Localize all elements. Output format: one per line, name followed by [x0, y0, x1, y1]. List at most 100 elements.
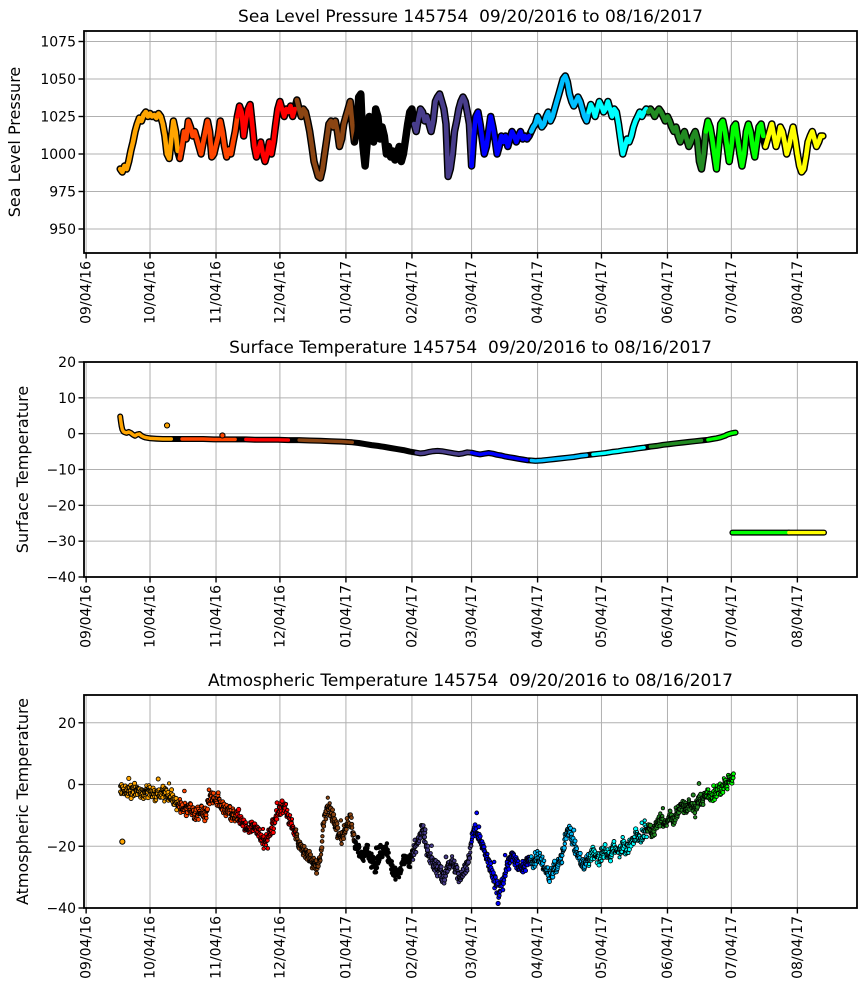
x-tick-label: 09/04/16 [79, 585, 95, 648]
scatter-point [204, 806, 210, 812]
scatter-point [167, 781, 172, 786]
scatter-point [384, 841, 390, 846]
scatter-point [265, 846, 271, 851]
y-tick-label: −10 [46, 463, 76, 479]
scatter-point [339, 841, 344, 847]
x-tick-label: 10/04/16 [143, 916, 159, 979]
scatter-point [374, 865, 380, 871]
scatter-point [425, 843, 431, 849]
plot-title: Atmospheric Temperature 145754 09/20/201… [208, 671, 733, 691]
x-tick-label: 09/04/16 [79, 261, 95, 324]
scatter-point [274, 816, 280, 822]
data-line-segment [591, 445, 646, 457]
scatter-point [283, 802, 289, 807]
scatter-point [361, 858, 366, 864]
scatter-point [465, 859, 471, 865]
scatter-point [644, 834, 649, 840]
data-line-segment [352, 91, 415, 169]
y-tick-label: −20 [46, 839, 76, 855]
scatter-point [522, 868, 529, 874]
scatter-point [506, 866, 512, 872]
scatter-point [617, 855, 622, 860]
scatter-point [177, 796, 183, 802]
data-line-segment [703, 118, 766, 172]
scatter-point [501, 878, 507, 883]
x-tick-label: 08/04/17 [790, 261, 806, 324]
data-line-segment [297, 438, 354, 444]
y-tick-label: −40 [46, 901, 76, 917]
data-layer [117, 413, 827, 536]
outlier-point [163, 422, 171, 429]
scatter-point [341, 836, 346, 842]
x-tick-label: 12/04/16 [272, 585, 288, 648]
x-tick-label: 02/04/17 [404, 585, 420, 648]
data-line-segment [357, 441, 412, 454]
scatter-point [320, 834, 325, 839]
y-tick-label: 1050 [40, 72, 76, 88]
scatter-point [287, 813, 293, 818]
x-tick-label: 12/04/16 [272, 261, 288, 324]
data-line-segment [117, 109, 180, 175]
x-tick-label: 09/04/16 [79, 916, 95, 979]
scatter-point [545, 865, 551, 870]
scatter-point [572, 838, 578, 844]
scatter-point [321, 823, 327, 829]
x-tick-label: 02/04/17 [404, 261, 420, 324]
scatter-point [443, 873, 449, 879]
scatter-point [344, 827, 349, 832]
y-tick-label: −40 [46, 570, 76, 586]
scatter-point [393, 877, 398, 882]
scatter-point [211, 790, 216, 796]
scatter-point [599, 858, 604, 863]
x-tick-label: 08/04/17 [790, 916, 806, 979]
scatter-point [424, 847, 431, 853]
scatter-point [477, 833, 483, 839]
scatter-point [602, 842, 608, 848]
scatter-point [408, 865, 413, 870]
scatter-point [314, 870, 320, 876]
x-tick-label: 03/04/17 [464, 916, 480, 979]
scatter-point [257, 827, 262, 832]
x-tick-label: 10/04/16 [143, 585, 159, 648]
scatter-point [660, 806, 665, 811]
scatter-point [720, 790, 726, 795]
x-tick-label: 02/04/17 [404, 916, 420, 979]
y-tick-label: 1000 [40, 147, 76, 163]
data-line-segment [244, 437, 291, 442]
scatter-point [692, 810, 698, 816]
scatter-point [730, 775, 736, 781]
y-tick-label: −30 [46, 534, 76, 550]
x-tick-label: 06/04/17 [660, 585, 676, 648]
x-tick-label: 05/04/17 [594, 916, 610, 979]
scatter-point [465, 868, 470, 873]
x-tick-label: 04/04/17 [530, 261, 546, 324]
scatter-point [356, 844, 362, 850]
scatter-point [196, 817, 201, 822]
scatter-point [571, 827, 577, 833]
scatter-point [323, 816, 329, 822]
axes-spines [83, 30, 858, 254]
x-tick-label: 04/04/17 [530, 916, 546, 979]
scatter-point [397, 875, 402, 880]
scatter-point [320, 828, 325, 833]
y-tick-label: 1025 [40, 110, 76, 126]
scatter-point [577, 850, 583, 856]
scatter-point [319, 852, 324, 857]
scatter-point [334, 821, 340, 827]
scatter-point [608, 858, 613, 864]
scatter-point [169, 787, 175, 793]
x-tick-label: 08/04/17 [790, 585, 806, 648]
x-tick-label: 11/04/16 [209, 261, 225, 324]
x-tick-label: 01/04/17 [338, 916, 354, 979]
data-line-segment [529, 453, 589, 463]
scatter-point [485, 851, 490, 857]
y-axis-label: Atmospheric Temperature [13, 698, 32, 905]
scatter-point [294, 827, 299, 832]
scatter-point [319, 845, 325, 851]
x-tick-label: 04/04/17 [530, 585, 546, 648]
scatter-point [155, 776, 161, 782]
y-tick-label: 0 [67, 778, 76, 794]
scatter-point [422, 834, 428, 840]
